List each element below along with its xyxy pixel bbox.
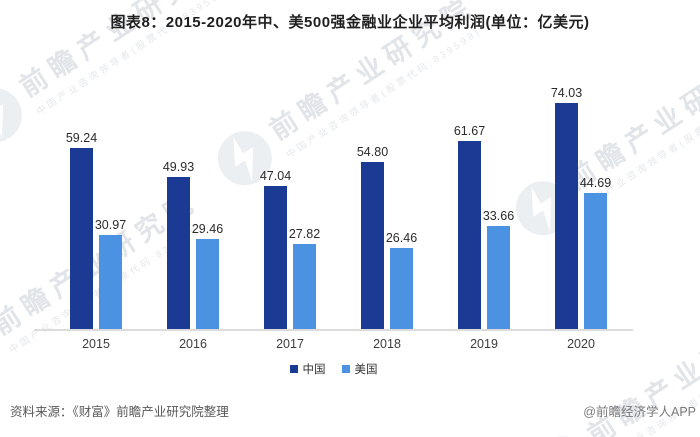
bar-value-label: 30.97 <box>94 218 127 232</box>
x-axis-tick-label: 2018 <box>373 337 401 351</box>
bar-中国-2017 <box>264 186 287 329</box>
bar-value-label: 44.69 <box>579 176 612 190</box>
watermark-brand-text: 前瞻产业研究院 <box>562 40 700 196</box>
bar-中国-2019 <box>458 141 481 329</box>
x-axis-tick-label: 2015 <box>82 337 110 351</box>
legend-swatch-icon <box>289 365 298 373</box>
bar-value-label: 29.46 <box>191 222 224 236</box>
qianzhan-logo-icon <box>535 435 590 437</box>
bar-中国-2020 <box>555 103 578 329</box>
watermark-tagline-text: 中国产业咨询领导者(股票代码:839599) <box>284 26 484 161</box>
chart-legend: 中国 美国 <box>34 361 633 377</box>
bar-中国-2018 <box>361 162 384 329</box>
bar-中国-2016 <box>167 177 190 329</box>
bar-value-label: 27.82 <box>288 227 321 241</box>
bar-value-label: 61.67 <box>453 124 486 138</box>
legend-swatch-icon <box>341 365 350 373</box>
data-source-note: 资料来源：《财富》前瞻产业研究院整理 <box>10 405 229 419</box>
bar-value-label: 59.24 <box>65 131 98 145</box>
bar-value-label: 49.93 <box>162 160 195 174</box>
chart-title: 图表8：2015-2020年中、美500强金融业企业平均利润(单位：亿美元) <box>110 14 590 31</box>
bar-value-label: 33.66 <box>482 209 515 223</box>
qianzhan-logo-icon <box>0 87 22 142</box>
bar-美国-2018 <box>390 248 413 329</box>
legend-item-中国: 中国 <box>289 361 326 377</box>
bar-value-label: 54.80 <box>356 145 389 159</box>
legend-label: 中国 <box>302 364 326 376</box>
watermark-tagline-text: 中国产业咨询领导者(股票代码:839599) <box>602 331 700 437</box>
qianzhan-logo-icon <box>0 315 5 390</box>
bar-美国-2019 <box>487 226 510 329</box>
qianzhan-logo-icon <box>217 130 272 185</box>
x-axis-tick-label: 2017 <box>276 337 304 351</box>
bar-中国-2015 <box>70 148 93 329</box>
credit-note: @前瞻经济学人APP <box>583 405 696 419</box>
bar-美国-2020 <box>584 193 607 329</box>
bar-value-label: 26.46 <box>385 231 418 245</box>
bar-美国-2015 <box>99 235 122 329</box>
x-axis-line <box>34 329 633 331</box>
bar-美国-2017 <box>293 244 316 329</box>
legend-label: 美国 <box>354 364 378 376</box>
bar-value-label: 47.04 <box>259 169 292 183</box>
legend-item-美国: 美国 <box>341 361 378 377</box>
x-axis-tick-label: 2019 <box>470 337 498 351</box>
bar-美国-2016 <box>196 239 219 329</box>
x-axis-tick-label: 2020 <box>567 337 595 351</box>
x-axis-tick-label: 2016 <box>179 337 207 351</box>
bar-value-label: 74.03 <box>550 86 583 100</box>
